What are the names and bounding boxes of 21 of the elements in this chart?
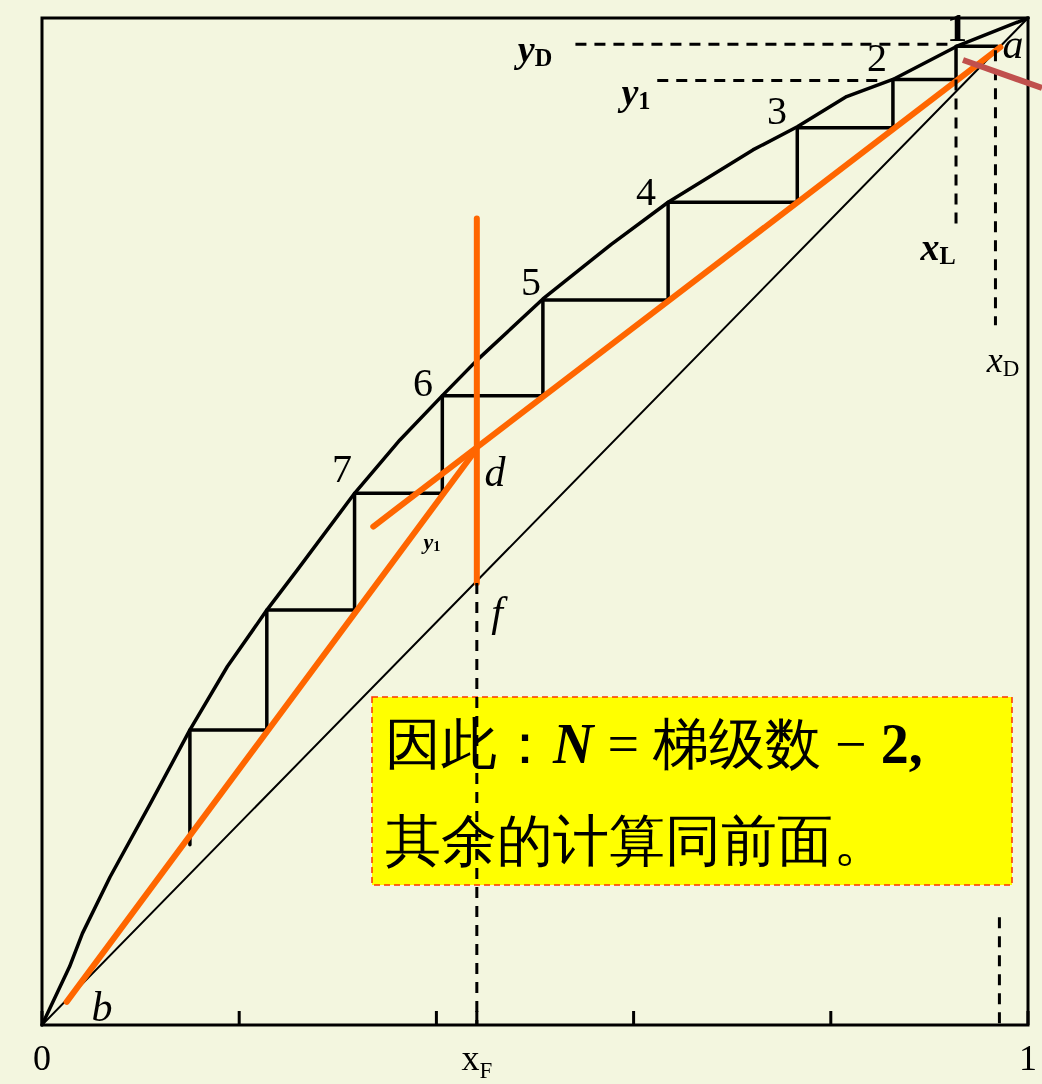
annotation: y$_{1}$	[617, 71, 651, 114]
annotation: y$_{1}$	[420, 528, 441, 554]
annotation: 3	[767, 87, 787, 133]
x-tick-label: 0	[33, 1038, 51, 1078]
annotation: f	[491, 589, 509, 635]
note-box: 因此：N = 梯级数 − 2, 其余的计算同前面。	[371, 696, 1013, 886]
x-tick-label: 1	[1019, 1038, 1037, 1078]
annotation: a	[1002, 21, 1024, 67]
annotation: 其余的计算同前面。	[385, 810, 889, 872]
annotation: 7	[332, 445, 352, 491]
annotation: 6	[413, 359, 433, 405]
x-tick-label: x$_{F}$	[461, 1038, 493, 1083]
annotation: x$_{D}$	[985, 340, 1020, 381]
annotation: 5	[521, 258, 541, 304]
annotation: x$_{L}$	[919, 226, 956, 269]
annotation: 2	[867, 34, 887, 80]
annotation: d	[484, 449, 507, 495]
annotation: y$_{D}$	[513, 28, 553, 71]
annotation: 4	[636, 168, 656, 214]
annotation: b	[91, 984, 113, 1030]
annotation: 因此：N = 梯级数 − 2,	[385, 713, 923, 775]
